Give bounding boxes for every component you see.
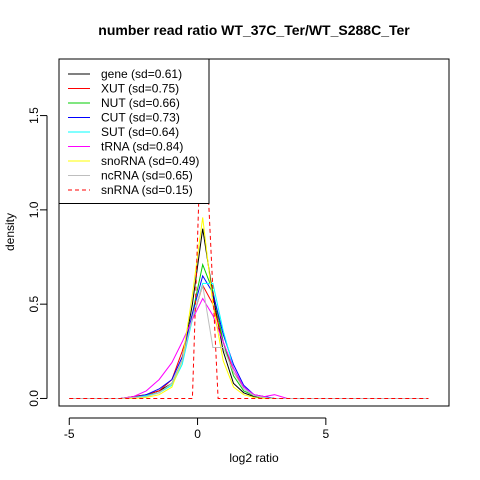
legend-label: gene (sd=0.61) bbox=[101, 67, 182, 81]
legend-label: NUT (sd=0.66) bbox=[101, 96, 180, 110]
x-axis-label: log2 ratio bbox=[229, 451, 279, 465]
legend-label: ncRNA (sd=0.65) bbox=[101, 169, 193, 183]
legend-label: SUT (sd=0.64) bbox=[101, 125, 179, 139]
series-layer bbox=[69, 77, 429, 399]
legend: gene (sd=0.61)XUT (sd=0.75)NUT (sd=0.66)… bbox=[58, 58, 210, 204]
series-line-0 bbox=[69, 228, 429, 399]
x-tick-label: 0 bbox=[194, 427, 201, 441]
series-line-2 bbox=[69, 262, 429, 399]
y-tick-label: 1.0 bbox=[27, 201, 41, 218]
chart-title: number read ratio WT_37C_Ter/WT_S288C_Te… bbox=[98, 22, 410, 38]
series-line-1 bbox=[69, 284, 429, 399]
series-line-3 bbox=[69, 274, 429, 399]
y-tick-label: 0.0 bbox=[27, 390, 41, 407]
legend-label: XUT (sd=0.75) bbox=[101, 82, 179, 96]
legend-label: CUT (sd=0.73) bbox=[101, 111, 180, 125]
y-tick-label: 1.5 bbox=[27, 107, 41, 124]
series-line-5 bbox=[69, 297, 429, 399]
series-line-7 bbox=[69, 285, 429, 399]
y-axis: 0.0 0.5 1.0 1.5 bbox=[27, 107, 48, 407]
legend-label: snRNA (sd=0.15) bbox=[101, 183, 193, 197]
legend-box bbox=[58, 58, 210, 204]
y-tick-label: 0.5 bbox=[27, 295, 41, 312]
legend-label: tRNA (sd=0.84) bbox=[101, 140, 183, 154]
series-line-4 bbox=[69, 282, 429, 399]
y-axis-label: density bbox=[3, 213, 17, 251]
x-tick-label: -5 bbox=[64, 427, 75, 441]
series-line-6 bbox=[69, 217, 429, 399]
plot-frame bbox=[58, 58, 450, 407]
x-axis: -5 0 5 bbox=[64, 417, 329, 441]
plot-area bbox=[58, 58, 450, 407]
x-tick-label: 5 bbox=[322, 427, 329, 441]
legend-label: snoRNA (sd=0.49) bbox=[101, 154, 199, 168]
